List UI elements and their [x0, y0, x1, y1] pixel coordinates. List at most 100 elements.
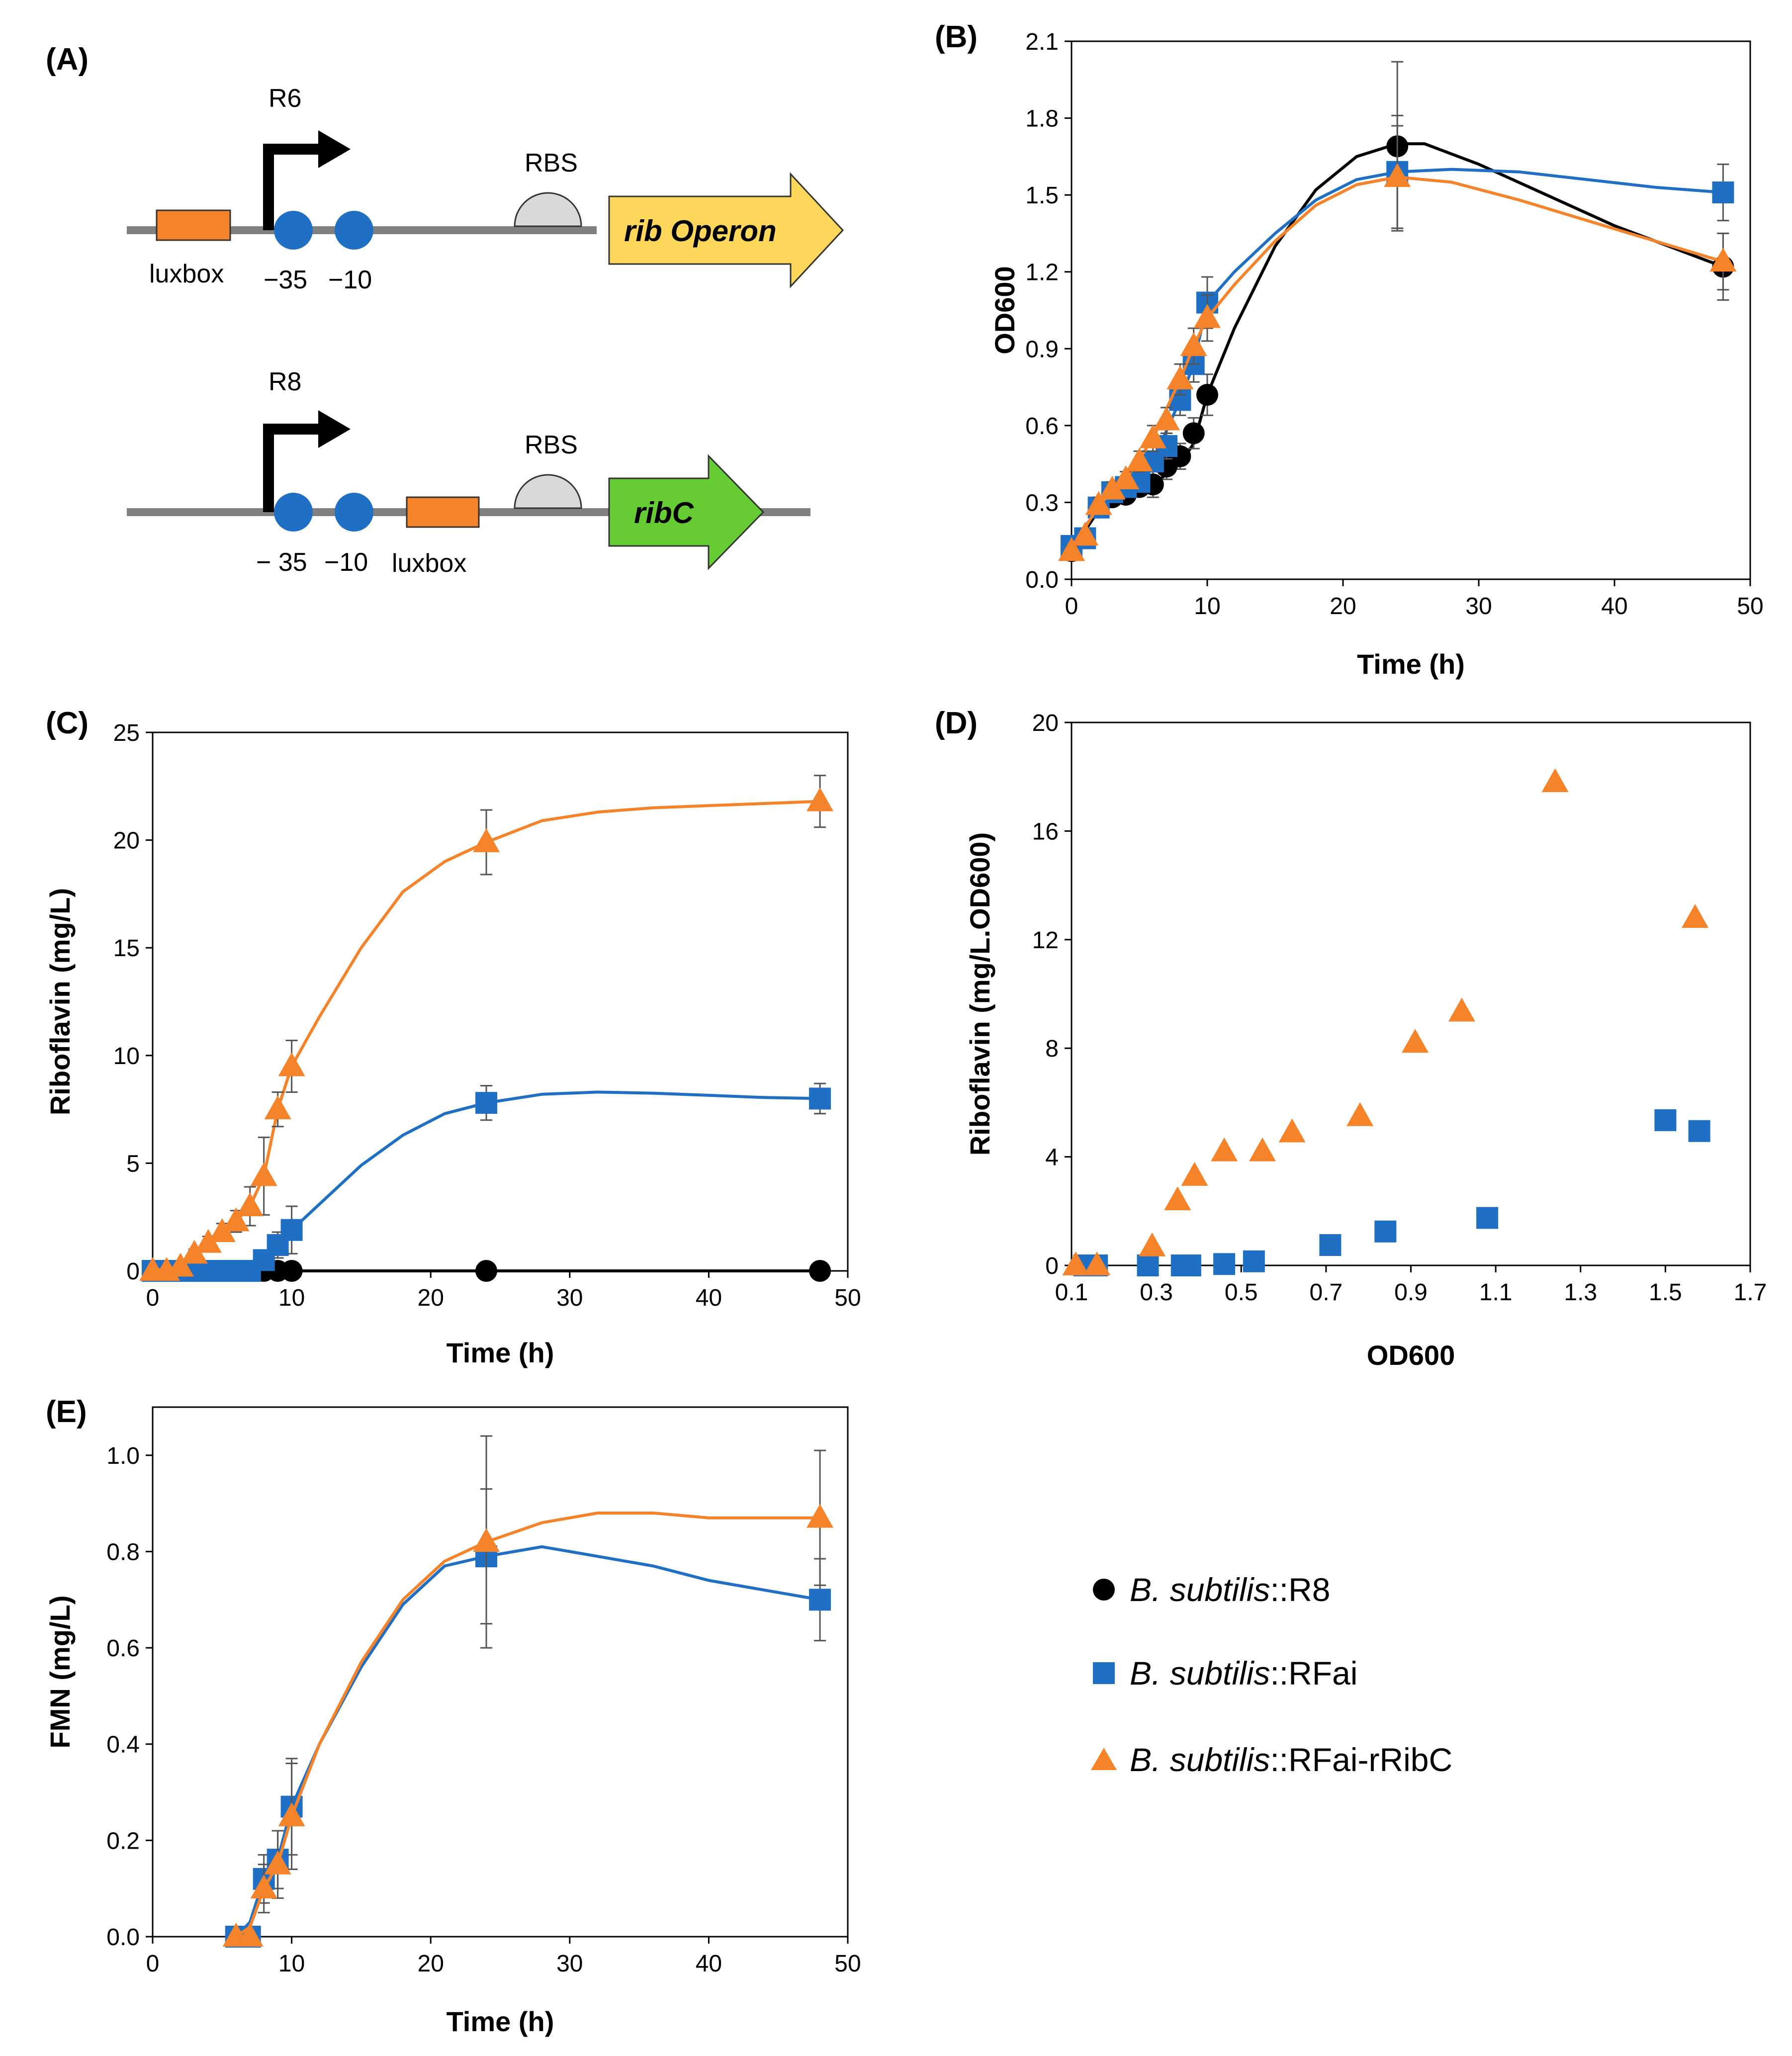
promoter-arrowhead-icon: [318, 410, 351, 448]
x-tick-label: 20: [1330, 593, 1356, 620]
minus10-box-circle: [335, 493, 373, 532]
chart-panels: (B)0 10 20 30 40 500.00.30.60.91.21.51.82.1Ti…: [44, 20, 1767, 2037]
data-point-triangle: [1085, 491, 1112, 515]
series-rfai: [142, 1082, 831, 1282]
data-point-triangle: [1448, 997, 1475, 1022]
x-tick-label: 1.1: [1479, 1279, 1513, 1306]
rbs-icon: [514, 192, 582, 227]
minus10-label: −10: [324, 548, 368, 577]
data-point-triangle: [1278, 1118, 1306, 1143]
minus35-box-circle: [274, 211, 313, 250]
data-point-square: [1476, 1207, 1499, 1229]
data-point-square: [1654, 1109, 1677, 1131]
data-point-square: [475, 1092, 498, 1114]
x-tick-label: 30: [556, 1285, 583, 1311]
data-point-square: [1374, 1220, 1397, 1243]
fit-curve: [235, 1545, 820, 1938]
data-point-square: [1179, 1254, 1201, 1276]
panel-letter: (E): [46, 1395, 87, 1429]
data-point-triangle: [1072, 522, 1099, 546]
ribc-label: ribC: [634, 496, 695, 530]
data-point-square: [809, 1087, 831, 1110]
data-point-triangle: [1249, 1137, 1276, 1162]
data-point-square: [809, 1589, 831, 1611]
rbs-icon: [514, 474, 582, 509]
x-tick-label: 30: [1465, 593, 1492, 620]
data-point-square: [1243, 1250, 1265, 1272]
series-rfai-rribc: [1058, 125, 1737, 561]
data-point-triangle: [1164, 1186, 1191, 1210]
construct-r8: R8 − 35 −10 luxbox RBS ribC: [127, 367, 810, 578]
plot-frame: [1071, 40, 1751, 580]
chart-e: (E) 0 10 20 30 40 50 0.0 0.2 0.4 0.6 0.8 1.0 Time (h)…: [44, 1395, 861, 2037]
luxbox-box: [156, 209, 231, 241]
data-point-triangle: [473, 828, 500, 852]
x-axis-title: Time (h): [447, 1337, 554, 1368]
x-tick-label: 30: [556, 1951, 583, 1977]
x-tick-label: 0.5: [1225, 1279, 1258, 1306]
series-rfai-rribc: [139, 775, 834, 1281]
data-point-triangle: [278, 1052, 305, 1076]
x-tick-label: 10: [278, 1951, 305, 1977]
data-point-triangle: [1194, 304, 1221, 328]
data-point-circle: [1182, 422, 1205, 445]
x-tick-label: 1.5: [1649, 1279, 1682, 1306]
luxbox-label: luxbox: [149, 260, 224, 288]
panel-letter: (C): [46, 706, 89, 740]
data-point-triangle: [1709, 248, 1737, 272]
panel-letter: (D): [935, 706, 978, 740]
y-tick-label: 25: [113, 720, 140, 746]
x-tick-label: 0: [1065, 593, 1078, 620]
y-tick-label: 20: [1032, 710, 1059, 736]
y-tick-label: 1.0: [106, 1443, 140, 1469]
y-tick-label: 0.4: [106, 1732, 140, 1758]
luxbox-box: [406, 496, 480, 528]
promoter-arrow-stem: [263, 424, 323, 512]
data-point-triangle: [1153, 406, 1180, 431]
data-point-triangle: [1211, 1137, 1238, 1162]
plot-frame: [152, 1406, 849, 1938]
panel-letter: (B): [935, 20, 978, 54]
data-point-triangle: [1083, 1251, 1111, 1275]
data-point-triangle: [1402, 1029, 1429, 1053]
y-axis-title: OD600: [989, 266, 1020, 354]
data-point-circle: [475, 1260, 498, 1282]
rbs-label: RBS: [525, 431, 578, 459]
y-tick-label: 0.0: [106, 1924, 140, 1951]
data-point-square: [1213, 1253, 1236, 1275]
construct-r6: luxbox R6 −35 −10 RBS rib Operon: [127, 84, 844, 294]
luxbox-label: luxbox: [392, 549, 466, 578]
data-point-circle: [1196, 384, 1218, 406]
data-point-triangle: [208, 1218, 236, 1243]
legend-marker-circle-icon: [1093, 1579, 1115, 1601]
x-axis-title: OD600: [1367, 1340, 1455, 1371]
panel-a-letter: (A): [46, 42, 89, 77]
y-tick-label: 0.8: [106, 1539, 140, 1565]
y-tick-label: 5: [126, 1151, 140, 1177]
y-tick-label: 4: [1045, 1145, 1059, 1171]
data-point-square: [1319, 1234, 1342, 1256]
data-point-square: [1688, 1120, 1710, 1142]
x-tick-label: 0.3: [1140, 1279, 1173, 1306]
series-rfai-rribc: [1062, 768, 1709, 1275]
y-tick-label: 0.6: [1025, 413, 1059, 440]
promoter-label: R8: [269, 367, 301, 396]
x-tick-label: 0.7: [1310, 1279, 1343, 1306]
y-tick-label: 16: [1032, 818, 1059, 845]
y-tick-label: 0.9: [1025, 336, 1059, 362]
data-point-triangle: [236, 1192, 264, 1217]
data-point-triangle: [222, 1207, 250, 1232]
legend: B. subtilis::R8 B. subtilis::RFai B. sub…: [1091, 1571, 1452, 1778]
x-tick-label: 0.9: [1394, 1279, 1428, 1306]
data-point-triangle: [180, 1240, 208, 1264]
data-point-triangle: [1166, 365, 1194, 390]
ribc-gene-arrow: [608, 454, 765, 570]
x-tick-label: 40: [696, 1285, 722, 1311]
chart-c: (C) 0 10 20 30 40 50 0 5 10 15 20 25 Time (h) Riboflav…: [44, 706, 861, 1368]
data-point-square: [1137, 1254, 1159, 1276]
promoter-label: R6: [269, 84, 301, 113]
plot-frame: [1071, 721, 1751, 1266]
data-point-square: [280, 1219, 303, 1241]
x-tick-label: 1.7: [1734, 1279, 1767, 1306]
